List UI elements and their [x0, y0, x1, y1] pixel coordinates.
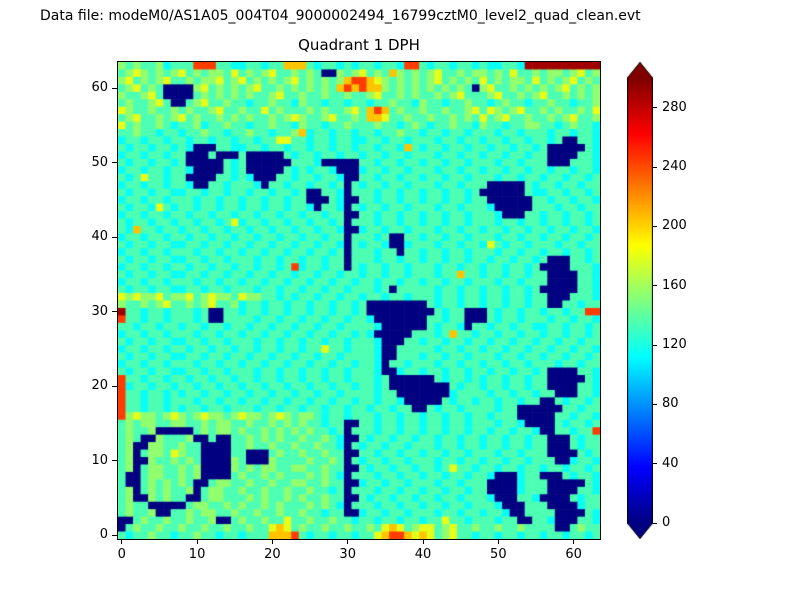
data-file-label: Data file: modeM0/AS1A05_004T04_90000024… — [40, 8, 641, 24]
colorbar-tick-label: 120 — [662, 337, 687, 352]
colorbar-tick-label: 240 — [662, 159, 687, 174]
x-tick-label: 10 — [188, 547, 206, 562]
heatmap-canvas — [117, 61, 601, 540]
y-tick-label: 20 — [91, 378, 108, 394]
colorbar-tick-mark — [653, 344, 657, 346]
y-tick-label: 60 — [91, 80, 108, 96]
x-tick-mark — [196, 540, 198, 544]
x-tick-label: 30 — [339, 547, 356, 562]
x-tick-label: 60 — [565, 547, 582, 562]
colorbar-tick-label: 0 — [662, 515, 671, 530]
y-tick-label: 40 — [91, 229, 108, 245]
x-tick-label: 40 — [414, 547, 432, 562]
x-tick-mark — [573, 540, 575, 544]
x-tick-mark — [347, 540, 349, 544]
colorbar-tick-label: 200 — [662, 218, 687, 234]
colorbar-tick-mark — [653, 522, 657, 524]
chart-title: Quadrant 1 DPH — [298, 36, 420, 54]
colorbar-tick-mark — [653, 463, 657, 465]
x-tick-label: 0 — [117, 547, 126, 562]
colorbar-canvas — [627, 62, 653, 539]
x-tick-mark — [497, 540, 499, 544]
colorbar-tick-label: 160 — [662, 277, 687, 293]
colorbar-tick-mark — [653, 107, 657, 109]
colorbar-tick-mark — [653, 285, 657, 287]
colorbar-tick-label: 280 — [662, 99, 687, 115]
x-tick-mark — [121, 540, 123, 544]
y-tick-label: 0 — [99, 527, 108, 543]
x-tick-mark — [271, 540, 273, 544]
y-tick-label: 30 — [91, 303, 108, 319]
x-tick-label: 20 — [264, 547, 281, 562]
y-tick-label: 50 — [91, 154, 108, 170]
x-tick-mark — [422, 540, 424, 544]
colorbar-tick-label: 80 — [662, 396, 679, 412]
colorbar-tick-mark — [653, 403, 657, 405]
y-tick-label: 10 — [91, 452, 108, 468]
colorbar-tick-mark — [653, 166, 657, 168]
colorbar-tick-label: 40 — [662, 455, 679, 471]
colorbar-tick-mark — [653, 225, 657, 227]
x-tick-label: 50 — [490, 547, 507, 562]
